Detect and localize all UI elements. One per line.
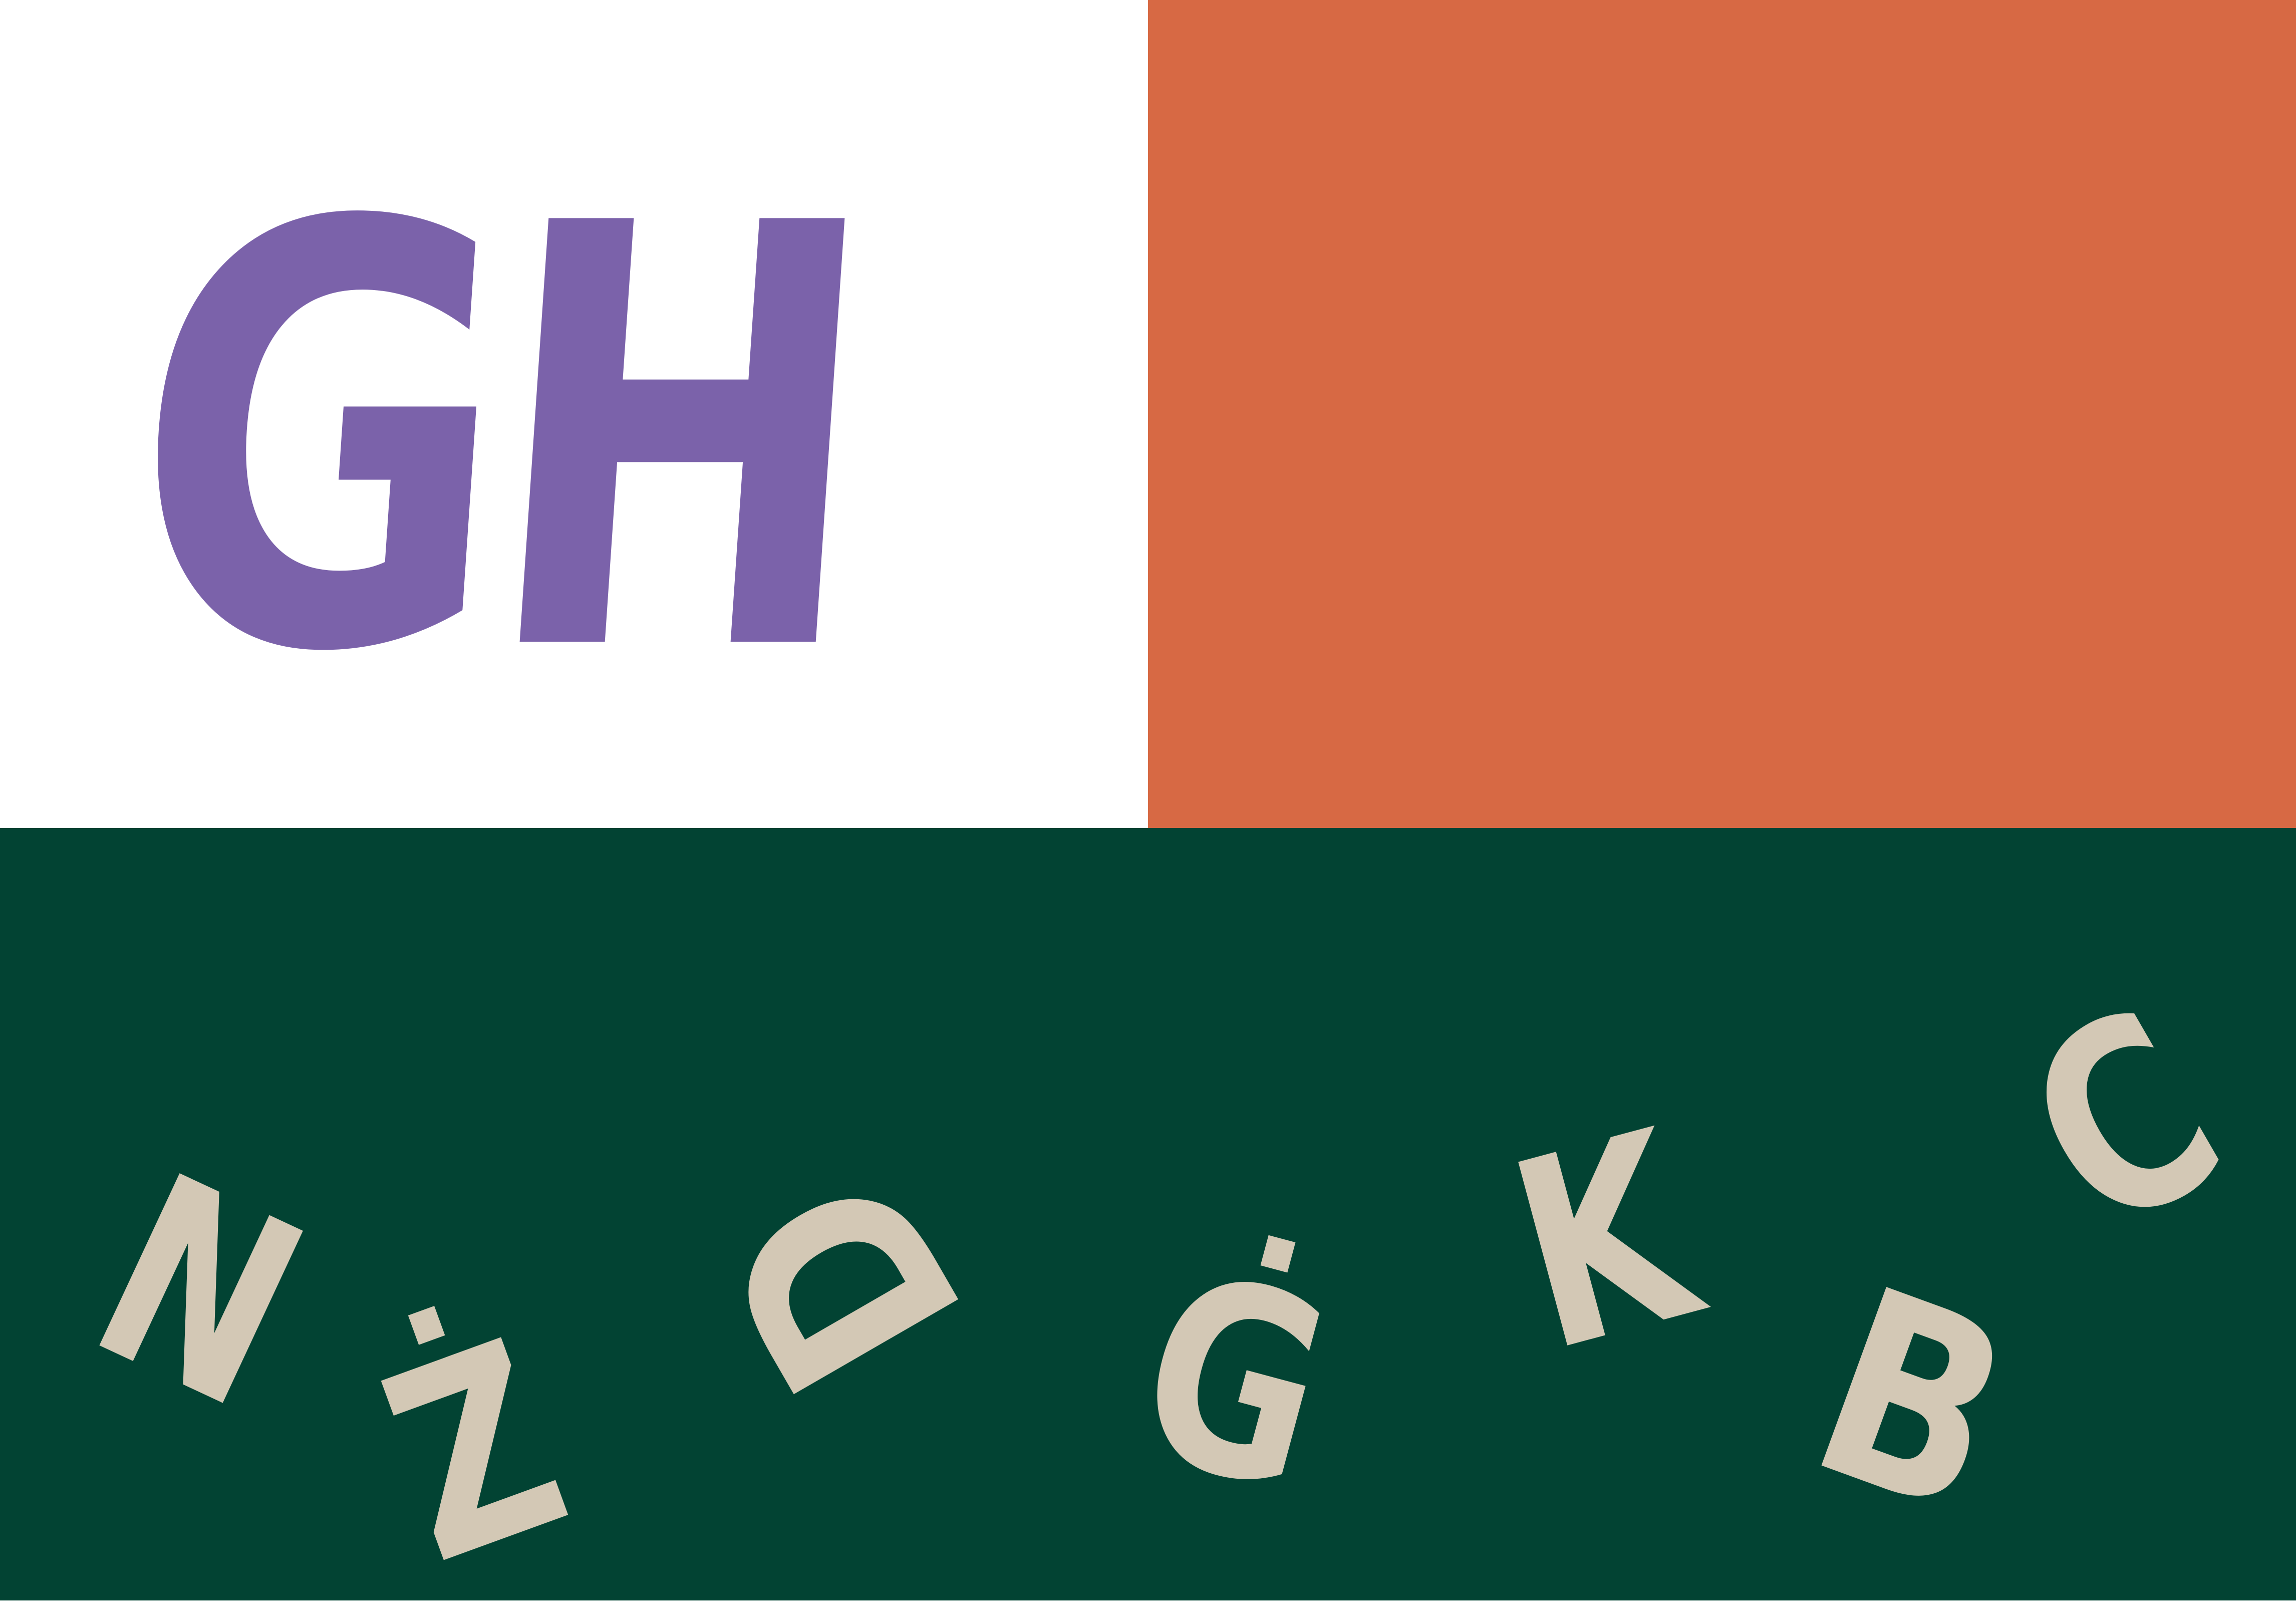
- white-panel: GH: [0, 0, 1148, 828]
- orange-panel: A: [1148, 0, 2296, 828]
- specimen-gh: GH: [112, 102, 879, 779]
- green-panel: [0, 828, 2296, 1600]
